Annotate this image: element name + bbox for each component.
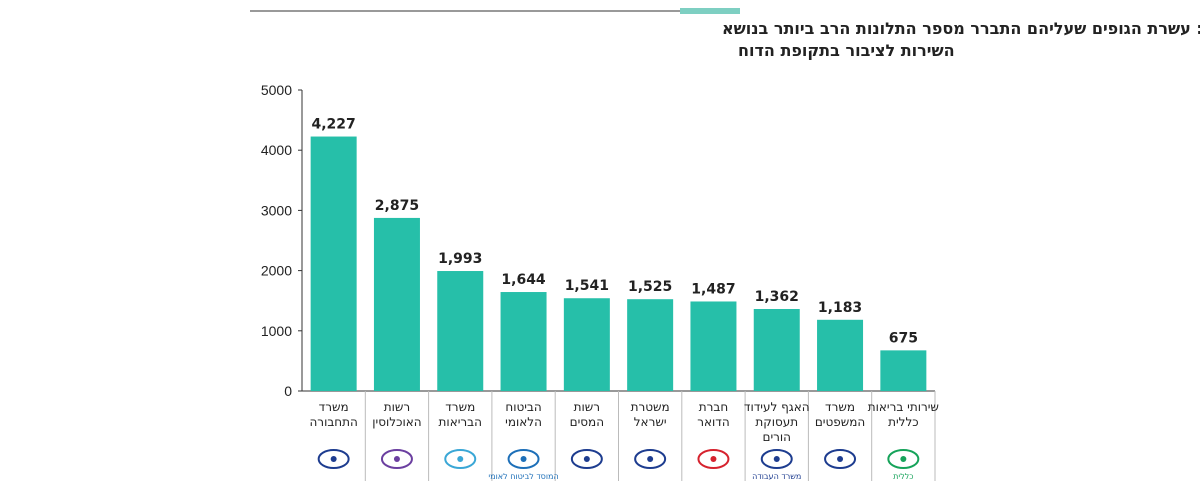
data-label: 4,227 [312, 117, 356, 133]
title-rule [250, 10, 740, 12]
data-label: 1,525 [628, 279, 672, 295]
ministry-health-logo [444, 449, 477, 469]
y-tick-label: 3000 [261, 202, 292, 218]
y-tick-label: 0 [284, 383, 292, 399]
logo-mark [570, 449, 603, 469]
logo-dot [773, 456, 780, 462]
y-tick-label: 2000 [261, 263, 292, 279]
data-label: 2,875 [375, 198, 419, 214]
israel-police-logo [634, 449, 667, 469]
data-label: 1,993 [438, 251, 482, 267]
data-label: 1,362 [755, 289, 799, 305]
bars-group [310, 136, 927, 391]
logo-mark [760, 449, 793, 469]
title-accent-bar [680, 8, 740, 14]
category-label: תעסוקת [755, 415, 798, 429]
y-tick-label: 1000 [261, 323, 292, 339]
logo-dot [837, 456, 844, 462]
category-label: רשות [384, 400, 410, 414]
national-insurance-logo: המוסד לביטוח לאומי [488, 449, 559, 481]
data-label: 1,183 [818, 300, 862, 316]
category-label: הדואר [697, 415, 729, 429]
ministry-justice-logo [824, 449, 857, 469]
tax-authority-logo [570, 449, 603, 469]
ministry-transport-logo [317, 449, 350, 469]
category-label: משרד [445, 400, 475, 414]
israel-post-logo [697, 449, 730, 469]
ministry-labor-logo: משרד העבודה [752, 449, 801, 481]
category-label: הורים [762, 430, 791, 444]
y-axis: 0 1000 2000 3000 4000 5000 [261, 82, 935, 399]
logo-mark [634, 449, 667, 469]
logo-dot [710, 456, 717, 462]
y-tick-label: 5000 [261, 82, 292, 98]
logo-dot [520, 456, 527, 462]
logo-text: המוסד לביטוח לאומי [488, 472, 558, 481]
logo-text: משרד העבודה [752, 472, 801, 481]
category-label: האוכלוסין [372, 415, 421, 429]
logo-text: כללית [893, 472, 913, 481]
y-tick-label: 4000 [261, 142, 292, 158]
logo-dot [647, 456, 654, 462]
logo-mark [887, 449, 920, 469]
logo-dot [330, 456, 337, 462]
population-authority-logo [380, 449, 413, 469]
chart-title-line-1: תרשים 2: עשרת הגופים שעליהם התברר מספר ה… [722, 19, 1200, 38]
bar [373, 217, 420, 391]
category-label: הבריאות [439, 415, 482, 429]
bar [627, 299, 674, 391]
bar [437, 271, 484, 391]
bar [563, 298, 610, 391]
category-label: הלאומי [505, 415, 542, 429]
logo-dot [583, 456, 590, 462]
chart-title-line-2: השירות לציבור בתקופת הדוח [738, 41, 955, 60]
data-label: 1,541 [565, 278, 609, 294]
data-label: 1,644 [501, 272, 546, 288]
category-label: משטרת [631, 400, 670, 414]
logo-dot [457, 456, 464, 462]
category-label: הביטוח [505, 400, 541, 414]
category-label: משרד [825, 400, 855, 414]
clalit-logo: כללית [887, 449, 920, 481]
data-label: 675 [889, 330, 918, 346]
category-label: כללית [888, 415, 919, 429]
bar [753, 309, 800, 391]
logo-mark [824, 449, 857, 469]
category-label: משרד [319, 400, 349, 414]
category-label: המשפטים [815, 415, 865, 429]
logo-mark [317, 449, 350, 469]
logo-dot [900, 456, 907, 462]
bar [690, 301, 737, 391]
category-label: התחבורה [309, 415, 357, 429]
category-label: ישראל [634, 415, 667, 429]
logo-mark [697, 449, 730, 469]
bar [500, 292, 547, 391]
category-labels-group: משרדהתחבורהרשותהאוכלוסיןמשרדהבריאותהביטו… [309, 391, 939, 481]
logos-group: המוסד לביטוח לאומי משרד העבודה כללית [317, 449, 920, 481]
category-label: המסים [570, 415, 604, 429]
data-label: 1,487 [691, 281, 735, 297]
logo-dot [393, 456, 400, 462]
data-labels-group: 4,227 2,875 1,993 1,644 1,541 1,525 1,487 1,362… [312, 117, 918, 347]
category-label: שירותי בריאות [868, 400, 939, 414]
logo-mark [380, 449, 413, 469]
category-label: חברת [699, 400, 728, 414]
category-label: האגף לעידוד [744, 400, 810, 414]
bar [880, 350, 927, 391]
category-label: רשות [574, 400, 600, 414]
logo-mark [444, 449, 477, 469]
bar [310, 136, 357, 391]
bar [817, 319, 864, 391]
logo-mark [507, 449, 540, 469]
